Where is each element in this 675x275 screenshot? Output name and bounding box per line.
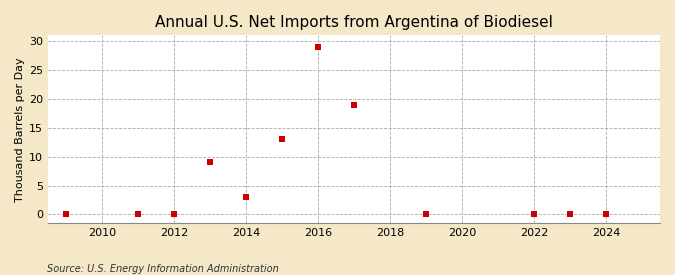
Point bbox=[601, 212, 612, 217]
Point bbox=[349, 103, 360, 107]
Text: Source: U.S. Energy Information Administration: Source: U.S. Energy Information Administ… bbox=[47, 264, 279, 274]
Point bbox=[564, 212, 575, 217]
Point bbox=[277, 137, 288, 142]
Point bbox=[61, 212, 72, 217]
Point bbox=[205, 160, 215, 165]
Point bbox=[313, 45, 323, 49]
Point bbox=[169, 212, 180, 217]
Point bbox=[421, 212, 431, 217]
Y-axis label: Thousand Barrels per Day: Thousand Barrels per Day bbox=[15, 57, 25, 202]
Point bbox=[529, 212, 539, 217]
Title: Annual U.S. Net Imports from Argentina of Biodiesel: Annual U.S. Net Imports from Argentina o… bbox=[155, 15, 553, 30]
Point bbox=[241, 195, 252, 199]
Point bbox=[133, 212, 144, 217]
